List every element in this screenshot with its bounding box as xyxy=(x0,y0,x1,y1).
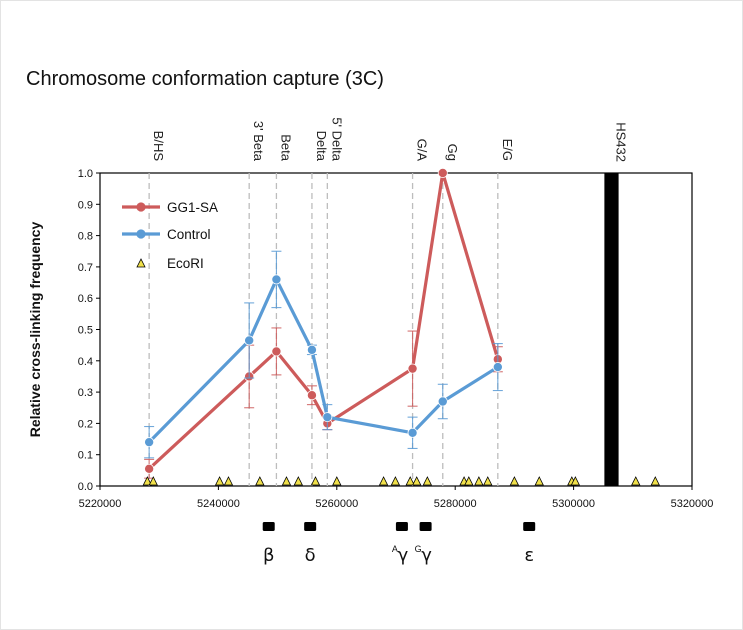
ecori-triangle xyxy=(332,476,342,486)
ecori-triangle xyxy=(534,476,544,486)
ecori-triangle xyxy=(378,476,389,486)
control-point xyxy=(244,335,255,346)
gene-superscript: G xyxy=(415,544,422,554)
gg1sa-line xyxy=(148,171,500,470)
ecori-triangle xyxy=(148,476,158,486)
y-tick-label: 0.1 xyxy=(78,450,93,462)
ecori-triangle xyxy=(255,476,265,486)
control-point xyxy=(306,344,317,355)
legend-label: Control xyxy=(167,227,211,242)
control-point xyxy=(407,427,418,438)
gg1sa-point xyxy=(144,463,155,474)
ecori-triangle xyxy=(474,476,484,486)
marker-label: 3' Beta xyxy=(251,121,266,162)
ecori-triangle xyxy=(412,476,422,486)
marker-label: Gg xyxy=(445,144,460,161)
gg1sa-point xyxy=(306,390,317,401)
x-tick-label: 5300000 xyxy=(552,498,595,510)
y-tick-label: 0.6 xyxy=(78,293,93,305)
gene-label: β xyxy=(263,545,275,566)
gg1sa-point xyxy=(437,167,448,178)
ecori-triangle xyxy=(631,476,641,486)
y-tick-label: 0.8 xyxy=(78,231,93,243)
gg1sa-point xyxy=(407,363,418,374)
ecori-triangle xyxy=(650,476,660,486)
x-tick-label: 5220000 xyxy=(79,498,122,510)
gene-superscript: A xyxy=(392,544,398,554)
ecori-triangle xyxy=(293,476,303,486)
ecori-triangle xyxy=(310,476,321,486)
legend-ecori-triangle xyxy=(136,258,146,268)
y-tick-label: 1.0 xyxy=(78,168,93,180)
x-tick-label: 5240000 xyxy=(197,498,240,510)
gene-block xyxy=(262,522,275,531)
ecori-triangle xyxy=(281,476,292,486)
control-line xyxy=(147,277,499,444)
marker-label: 5' Delta xyxy=(329,117,344,161)
ecori-triangle xyxy=(390,476,401,486)
marker-label: Delta xyxy=(314,131,329,162)
legend-label: GG1-SA xyxy=(167,200,218,215)
control-point xyxy=(437,396,448,407)
ecori-triangle xyxy=(405,476,415,486)
gene-block xyxy=(523,522,536,531)
ecori-triangle xyxy=(214,476,225,486)
y-axis-label: Relative cross-linking frequency xyxy=(27,222,43,438)
marker-label: B/HS xyxy=(151,131,166,162)
y-tick-label: 0.4 xyxy=(78,356,93,368)
y-tick-label: 0.9 xyxy=(78,199,93,211)
ecori-triangle xyxy=(142,476,153,486)
gg1sa-point xyxy=(271,346,282,357)
marker-label: G/A xyxy=(415,139,430,162)
ecori-triangle xyxy=(483,476,493,486)
control-point xyxy=(492,362,503,373)
y-tick-label: 0.7 xyxy=(78,262,93,274)
ecori-triangle xyxy=(509,476,520,486)
ecori-triangle xyxy=(464,476,474,486)
gene-label: ε xyxy=(524,545,534,566)
gene-label: δ xyxy=(305,545,316,566)
hs432-label: HS432 xyxy=(613,122,628,162)
gene-label: γ xyxy=(398,545,409,566)
gene-label: γ xyxy=(421,545,432,566)
control-point xyxy=(271,274,282,285)
legend-marker xyxy=(136,229,146,239)
gene-block xyxy=(304,522,317,531)
marker-label: E/G xyxy=(500,139,515,161)
control-point xyxy=(144,437,155,448)
y-tick-label: 0.2 xyxy=(78,418,93,430)
ecori-triangle xyxy=(422,476,433,486)
y-tick-label: 0.5 xyxy=(78,325,93,337)
x-tick-label: 5320000 xyxy=(671,498,714,510)
marker-label: Beta xyxy=(278,134,293,162)
gene-block xyxy=(395,522,408,531)
y-tick-label: 0.3 xyxy=(78,387,93,399)
y-tick-label: 0.0 xyxy=(78,481,93,493)
x-tick-label: 5280000 xyxy=(434,498,477,510)
plot-frame xyxy=(99,172,693,487)
legend-label: EcoRI xyxy=(167,256,204,271)
figure-title: Chromosome conformation capture (3C) xyxy=(26,68,384,90)
hs432-bar xyxy=(604,173,619,486)
legend-marker xyxy=(136,202,146,212)
gene-block xyxy=(419,522,432,531)
ecori-triangle xyxy=(223,476,234,486)
x-tick-label: 5260000 xyxy=(315,498,358,510)
ecori-triangle xyxy=(570,476,581,486)
control-point xyxy=(322,412,333,423)
